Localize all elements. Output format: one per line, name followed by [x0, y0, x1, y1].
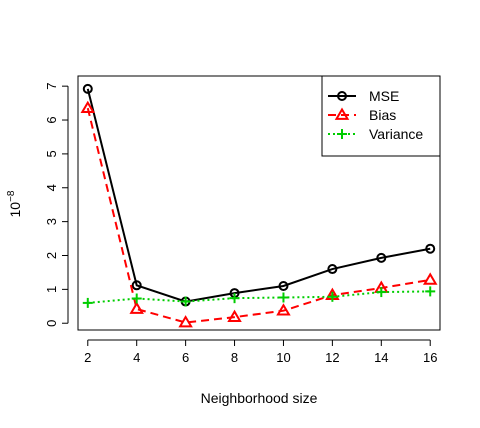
data-point — [422, 272, 438, 285]
x-tick-label: 10 — [276, 350, 290, 365]
y-tick-label: 5 — [44, 150, 59, 157]
y-tick-label: 2 — [44, 252, 59, 259]
legend-label: MSE — [369, 88, 399, 104]
series-line — [86, 88, 431, 303]
data-point — [82, 297, 93, 308]
y-tick-label: 6 — [44, 116, 59, 123]
legend-label: Bias — [369, 107, 396, 123]
series-mse — [82, 83, 436, 307]
x-tick-label: 2 — [84, 350, 91, 365]
legend-marker — [334, 107, 350, 120]
y-axis-title: 10−8 — [6, 190, 23, 217]
x-tick-label: 14 — [374, 350, 388, 365]
x-axis-title: Neighborhood size — [201, 390, 318, 406]
legend-item: Variance — [328, 126, 423, 142]
legend-item: MSE — [328, 88, 399, 104]
data-point — [276, 303, 291, 316]
data-point — [131, 293, 142, 304]
series-line — [87, 290, 431, 304]
plot-frame — [77, 75, 441, 331]
y-axis-title-exponent: −8 — [6, 190, 17, 202]
x-tick-label: 6 — [182, 350, 189, 365]
data-point — [278, 292, 289, 303]
y-tick-label: 7 — [44, 83, 59, 90]
data-point — [278, 280, 289, 291]
data-point — [425, 243, 436, 254]
legend-item: Bias — [328, 107, 396, 123]
data-point — [131, 280, 142, 291]
data-point — [227, 309, 242, 322]
data-point — [82, 83, 93, 94]
y-tick-label: 1 — [44, 286, 59, 293]
y-tick-label: 0 — [44, 320, 59, 327]
data-point — [178, 315, 193, 328]
x-tick-label: 12 — [325, 350, 339, 365]
series-variance — [82, 286, 436, 308]
series-line — [86, 107, 431, 324]
data-point — [180, 296, 191, 307]
data-point — [80, 100, 96, 114]
y-tick-label: 4 — [44, 184, 59, 191]
legend-label: Variance — [369, 126, 423, 142]
y-axis-title-base: 10 — [7, 202, 23, 218]
legend-marker — [337, 129, 347, 139]
legend-marker — [337, 91, 347, 101]
y-tick-label: 3 — [44, 218, 59, 225]
data-point — [327, 291, 338, 302]
x-tick-label: 8 — [231, 350, 238, 365]
legend: MSE Bias Variance — [321, 75, 441, 157]
data-point — [229, 293, 240, 304]
series-bias — [80, 100, 438, 328]
x-tick-label: 4 — [133, 350, 140, 365]
data-point — [376, 252, 387, 263]
data-point — [425, 286, 436, 297]
data-point — [327, 264, 338, 275]
x-tick-label: 16 — [423, 350, 437, 365]
svg-text:10−8: 10−8 — [6, 190, 23, 217]
data-point — [376, 287, 387, 298]
data-point — [129, 301, 144, 314]
